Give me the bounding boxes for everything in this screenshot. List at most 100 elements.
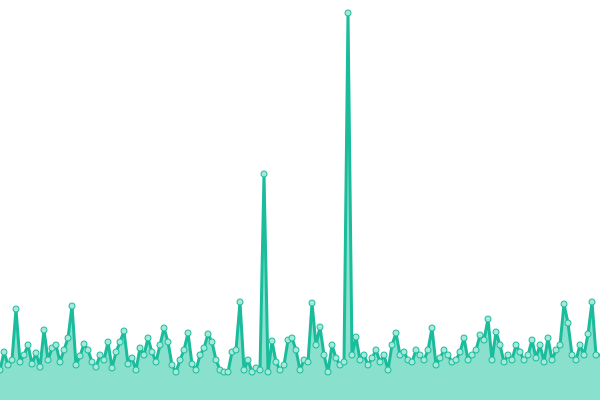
data-point-127 [504,351,512,359]
series-line [0,11,600,374]
data-point-132 [524,351,532,359]
data-point-8 [28,360,36,368]
data-point-29 [112,348,120,356]
data-point-11 [40,326,48,334]
data-point-16 [60,346,68,354]
data-point-104 [412,346,420,354]
data-point-136 [540,358,548,366]
data-point-122 [484,315,492,323]
data-point-80 [316,323,324,331]
area-layer [0,13,600,400]
data-point-137 [544,334,552,342]
data-point-96 [380,351,388,359]
data-point-20 [76,352,84,360]
data-point-47 [184,329,192,337]
data-point-50 [196,351,204,359]
data-point-135 [536,341,544,349]
data-point-103 [408,358,416,366]
data-point-53 [208,338,216,346]
data-point-66 [260,170,268,178]
data-point-14 [52,341,60,349]
data-point-42 [164,338,172,346]
data-point-138 [548,356,556,364]
data-point-95 [376,358,384,366]
data-point-54 [212,356,220,364]
data-point-92 [364,361,372,369]
data-point-62 [244,356,252,364]
data-point-41 [160,324,168,332]
data-point-111 [440,346,448,354]
data-point-118 [468,351,476,359]
data-point-71 [280,361,288,369]
data-point-31 [120,327,128,335]
data-point-117 [464,356,472,364]
data-point-74 [292,346,300,354]
data-point-33 [128,354,136,362]
data-point-43 [168,361,176,369]
data-point-110 [436,354,444,362]
data-point-75 [296,366,304,374]
data-point-88 [348,351,356,359]
data-point-101 [400,348,408,356]
data-point-89 [352,333,360,341]
data-point-108 [428,324,436,332]
data-point-65 [256,366,264,374]
data-point-35 [136,344,144,352]
data-point-142 [564,319,572,327]
data-point-45 [176,356,184,364]
data-point-109 [432,361,440,369]
data-point-32 [124,360,132,368]
data-point-114 [452,356,460,364]
data-point-22 [84,346,92,354]
data-point-149 [592,351,600,359]
data-point-67 [264,368,272,376]
data-point-123 [488,356,496,364]
data-point-12 [44,356,52,364]
data-point-60 [236,298,244,306]
data-point-38 [148,348,156,356]
data-point-126 [500,358,508,366]
data-point-49 [192,366,200,374]
data-point-93 [368,354,376,362]
data-point-99 [392,329,400,337]
data-point-37 [144,334,152,342]
data-point-115 [456,348,464,356]
data-point-68 [268,337,276,345]
data-point-25 [96,351,104,359]
data-point-0 [0,366,4,374]
data-point-6 [20,351,28,359]
data-point-145 [576,341,584,349]
data-point-7 [24,341,32,349]
data-point-98 [388,341,396,349]
data-point-105 [416,351,424,359]
data-point-90 [356,356,364,364]
data-point-28 [108,364,116,372]
data-point-116 [460,334,468,342]
data-point-78 [308,299,316,307]
data-point-48 [188,360,196,368]
data-point-146 [580,351,588,359]
data-point-24 [92,363,100,371]
data-point-57 [224,368,232,376]
data-point-9 [32,349,40,357]
data-point-44 [172,368,180,376]
data-point-87 [344,9,352,17]
data-point-94 [372,346,380,354]
data-point-140 [556,341,564,349]
data-point-3 [8,356,16,364]
data-point-21 [80,340,88,348]
data-point-70 [276,366,284,374]
data-point-15 [56,358,64,366]
data-point-106 [420,356,428,364]
data-point-30 [116,338,124,346]
data-point-2 [4,361,12,369]
data-point-27 [104,338,112,346]
data-point-63 [248,368,256,376]
data-point-121 [480,336,488,344]
data-point-39 [152,358,160,366]
data-point-34 [132,366,140,374]
area-fill [0,13,600,400]
data-point-139 [552,346,560,354]
data-point-133 [528,336,536,344]
